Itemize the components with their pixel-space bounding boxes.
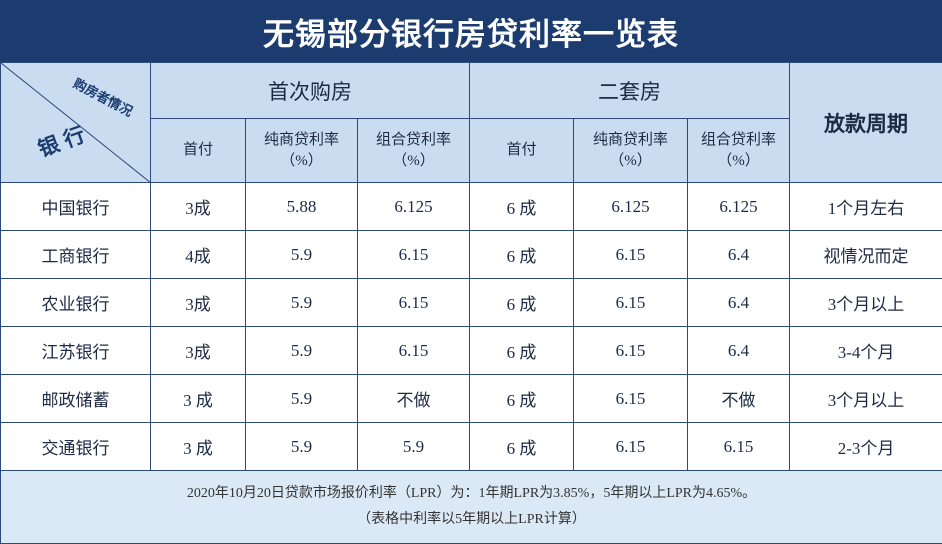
bank-name: 江苏银行	[1, 327, 151, 375]
group-header: 首次购房	[151, 63, 470, 119]
cell: 6.15	[688, 423, 790, 471]
sub-header-unit: （%）	[688, 151, 789, 172]
cell: 6.15	[358, 279, 470, 327]
cell: 3 成	[151, 375, 246, 423]
sub-header-label: 纯商贷利率	[574, 130, 687, 151]
cell: 5.9	[246, 279, 358, 327]
cell: 6.15	[574, 231, 688, 279]
cell: 5.9	[358, 423, 470, 471]
cell: 6.15	[574, 423, 688, 471]
sub-header: 组合贷利率（%）	[358, 119, 470, 183]
cell: 3成	[151, 279, 246, 327]
cell: 6 成	[470, 183, 574, 231]
cell: 6.15	[574, 375, 688, 423]
cell: 2-3个月	[790, 423, 942, 471]
cell: 5.9	[246, 375, 358, 423]
cell: 5.9	[246, 423, 358, 471]
sub-header-label: 组合贷利率	[358, 130, 469, 151]
bank-name: 中国银行	[1, 183, 151, 231]
cell: 5.88	[246, 183, 358, 231]
cell: 6 成	[470, 279, 574, 327]
corner-cell: 购房者情况 银行	[1, 63, 151, 183]
cell: 不做	[358, 375, 470, 423]
bank-name: 工商银行	[1, 231, 151, 279]
rate-table: 购房者情况 银行 首次购房 二套房 放款周期 首付纯商贷利率（%）组合贷利率（%…	[0, 62, 942, 544]
sub-header-label: 首付	[151, 140, 245, 161]
group-header: 二套房	[470, 63, 790, 119]
sub-header-unit: （%）	[358, 151, 469, 172]
cell: 3-4个月	[790, 327, 942, 375]
bank-name: 交通银行	[1, 423, 151, 471]
cell: 视情况而定	[790, 231, 942, 279]
cell: 5.9	[246, 231, 358, 279]
cell: 1个月左右	[790, 183, 942, 231]
bank-name: 邮政储蓄	[1, 375, 151, 423]
cell: 3个月以上	[790, 375, 942, 423]
cell: 6.15	[358, 231, 470, 279]
cell: 6.4	[688, 231, 790, 279]
cell: 3成	[151, 183, 246, 231]
cell: 6 成	[470, 327, 574, 375]
title: 无锡部分银行房贷利率一览表	[0, 0, 942, 62]
cell: 6 成	[470, 423, 574, 471]
sub-header: 首付	[470, 119, 574, 183]
cell: 3成	[151, 327, 246, 375]
footer-line: （表格中利率以5年期以上LPR计算）	[1, 507, 942, 533]
cell: 6 成	[470, 231, 574, 279]
bank-name: 农业银行	[1, 279, 151, 327]
footer-row: 2020年10月20日贷款市场报价利率（LPR）为：1年期LPR为3.85%，5…	[1, 471, 942, 544]
cell: 6.4	[688, 279, 790, 327]
sub-header-unit: （%）	[574, 151, 687, 172]
sub-header-label: 组合贷利率	[688, 130, 789, 151]
cell: 6.125	[688, 183, 790, 231]
cell: 不做	[688, 375, 790, 423]
sub-header: 组合贷利率（%）	[688, 119, 790, 183]
cell: 5.9	[246, 327, 358, 375]
cell: 3个月以上	[790, 279, 942, 327]
sub-header: 首付	[151, 119, 246, 183]
sub-header-label: 首付	[470, 140, 573, 161]
cell: 6.4	[688, 327, 790, 375]
sub-header-unit: （%）	[246, 151, 357, 172]
cell: 6 成	[470, 375, 574, 423]
sub-header: 纯商贷利率（%）	[246, 119, 358, 183]
footer: 2020年10月20日贷款市场报价利率（LPR）为：1年期LPR为3.85%，5…	[1, 471, 942, 544]
cell: 6.125	[574, 183, 688, 231]
footer-line: 2020年10月20日贷款市场报价利率（LPR）为：1年期LPR为3.85%，5…	[1, 481, 942, 507]
sub-header-label: 纯商贷利率	[246, 130, 357, 151]
cell: 6.15	[574, 327, 688, 375]
period-header: 放款周期	[790, 63, 942, 183]
cell: 3 成	[151, 423, 246, 471]
cell: 6.15	[574, 279, 688, 327]
sub-header: 纯商贷利率（%）	[574, 119, 688, 183]
cell: 4成	[151, 231, 246, 279]
cell: 6.15	[358, 327, 470, 375]
cell: 6.125	[358, 183, 470, 231]
